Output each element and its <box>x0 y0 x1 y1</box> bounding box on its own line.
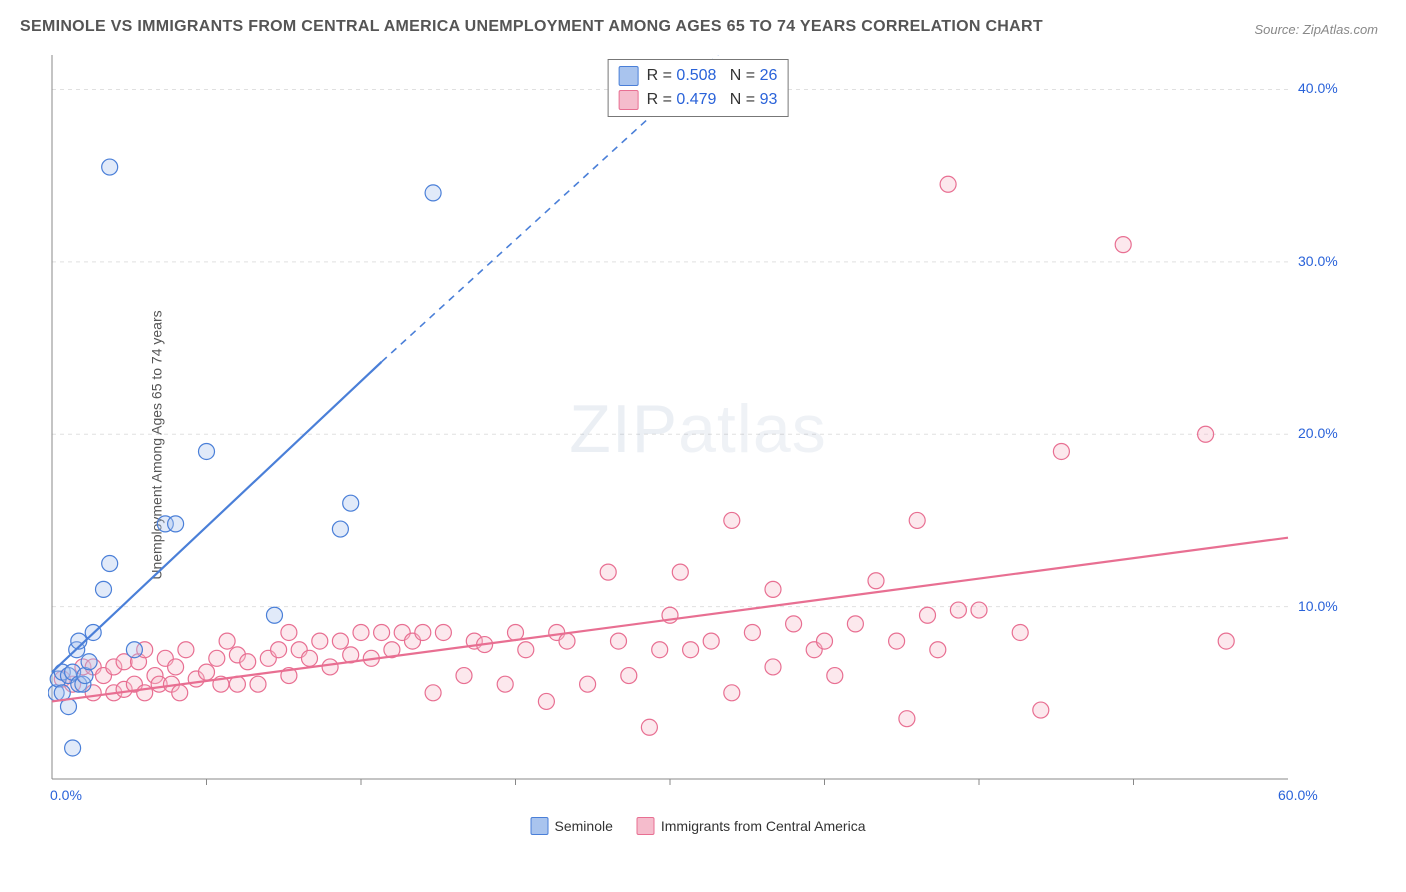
y-tick-label: 20.0% <box>1298 425 1338 441</box>
stat-n-0: 26 <box>760 67 778 84</box>
scatter-chart <box>48 55 1348 809</box>
plot-area: Unemployment Among Ages 65 to 74 years Z… <box>48 55 1348 835</box>
stats-row-1: R = 0.479 N = 93 <box>619 88 778 112</box>
legend-label-0: Seminole <box>555 818 613 834</box>
legend-item-0: Seminole <box>531 817 613 835</box>
x-tick-label: 60.0% <box>1278 787 1318 803</box>
legend-label-1: Immigrants from Central America <box>661 818 866 834</box>
stats-swatch-1 <box>619 90 639 110</box>
stat-n-1: 93 <box>760 91 778 108</box>
stats-legend: R = 0.508 N = 26 R = 0.479 N = 93 <box>608 59 789 117</box>
x-tick-label: 0.0% <box>50 787 82 803</box>
y-tick-label: 40.0% <box>1298 80 1338 96</box>
stat-r-1: 0.479 <box>676 91 716 108</box>
y-tick-label: 30.0% <box>1298 253 1338 269</box>
legend-swatch-0 <box>531 817 549 835</box>
source-label: Source: ZipAtlas.com <box>1254 22 1378 37</box>
stats-swatch-0 <box>619 66 639 86</box>
y-tick-label: 10.0% <box>1298 598 1338 614</box>
legend-bottom: Seminole Immigrants from Central America <box>531 817 866 835</box>
legend-item-1: Immigrants from Central America <box>637 817 866 835</box>
legend-swatch-1 <box>637 817 655 835</box>
stats-row-0: R = 0.508 N = 26 <box>619 64 778 88</box>
stat-r-0: 0.508 <box>676 67 716 84</box>
chart-title: SEMINOLE VS IMMIGRANTS FROM CENTRAL AMER… <box>20 18 1043 36</box>
